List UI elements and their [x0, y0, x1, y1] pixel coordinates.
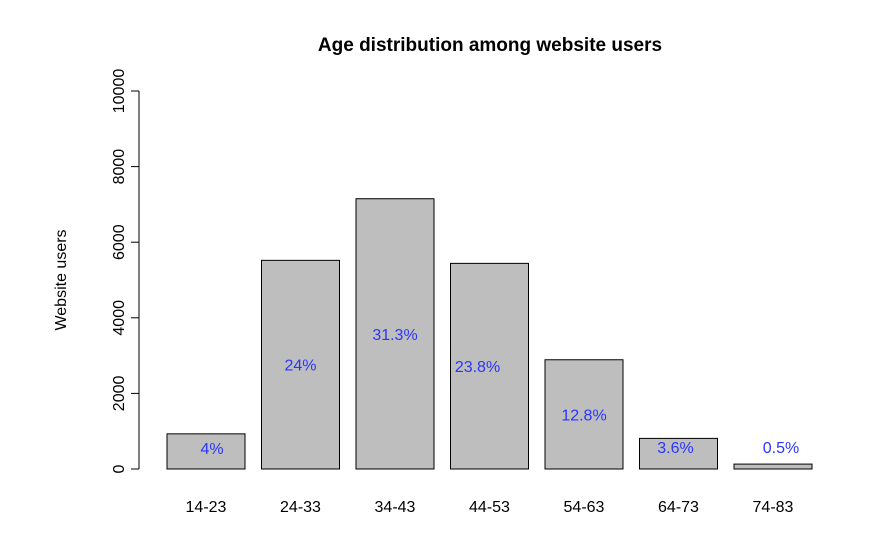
bar-value-label: 4% — [200, 441, 223, 458]
bar-value-label: 0.5% — [763, 440, 799, 457]
y-tick-label: 10000 — [111, 69, 128, 114]
bar — [450, 262, 529, 470]
y-tick-label: 4000 — [111, 300, 128, 336]
y-tick-label: 0 — [111, 464, 128, 473]
x-tick-label: 74-83 — [753, 499, 794, 516]
bar-labels-group: 4% 24% 31.3% 23.8% 12.8% 3.6% 0.5% — [200, 327, 799, 458]
y-tick-label: 6000 — [111, 224, 128, 260]
x-tick-label: 54-63 — [564, 499, 605, 516]
bar-value-label: 24% — [284, 358, 316, 375]
bar — [355, 198, 435, 470]
x-tick-label: 14-23 — [186, 499, 227, 516]
y-tick-label: 8000 — [111, 149, 128, 185]
x-tick-label: 64-73 — [658, 499, 699, 516]
x-tick-label: 44-53 — [469, 499, 510, 516]
bar — [544, 359, 624, 470]
bar — [166, 433, 246, 470]
bar — [639, 437, 718, 470]
x-tick-label: 24-33 — [280, 499, 321, 516]
y-tick-label: 2000 — [111, 376, 128, 412]
chart-title: Age distribution among website users — [318, 35, 662, 56]
bar-value-label: 31.3% — [372, 327, 417, 344]
x-tick-label: 34-43 — [375, 499, 416, 516]
bar-value-label: 12.8% — [561, 407, 606, 424]
bars-group — [166, 198, 813, 470]
y-axis-label: Website users — [53, 229, 70, 330]
x-tick-labels-group: 14-23 24-33 34-43 44-53 54-63 64-73 74-83 — [186, 499, 794, 516]
bar — [261, 259, 340, 470]
bar-value-label: 3.6% — [657, 440, 693, 457]
bar-value-label: 23.8% — [455, 359, 500, 376]
bar — [733, 463, 813, 470]
y-axis: 0 2000 4000 6000 8000 10000 — [111, 69, 140, 473]
